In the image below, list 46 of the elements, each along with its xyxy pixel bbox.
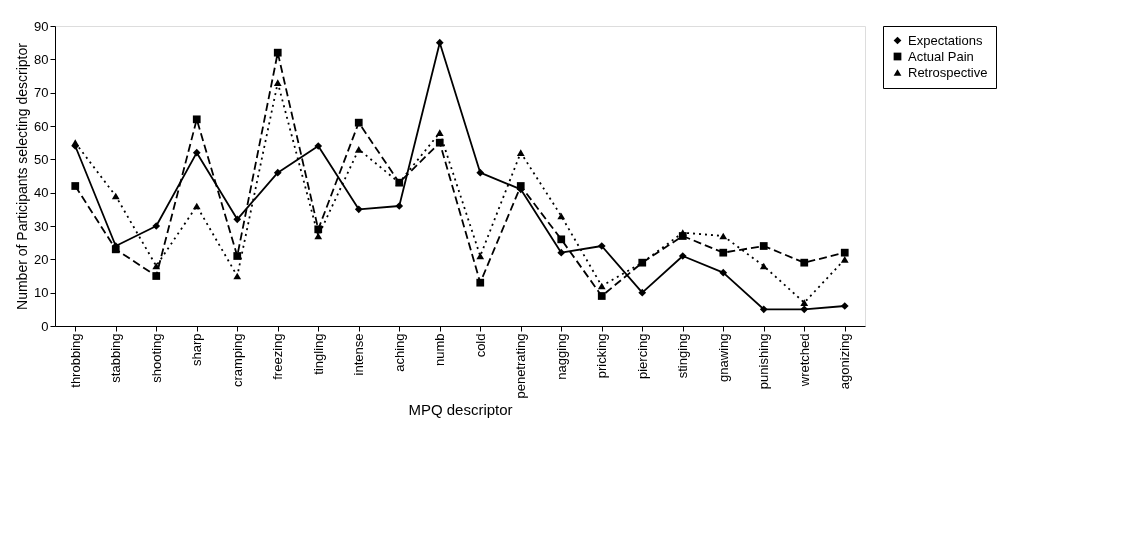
x-tick-label: wretched (796, 333, 812, 388)
x-tick-label: throbbing (67, 333, 83, 388)
point (192, 115, 201, 124)
x-tick-label: shooting (148, 333, 164, 383)
x-tick-label: stabbing (108, 333, 124, 383)
y-tick-label: 40 (34, 185, 49, 201)
legend-label: Retrospective (908, 64, 988, 80)
x-tick-label: agonizing (837, 333, 853, 390)
x-tick-label: intense (351, 333, 367, 376)
x-tick-label: stinging (675, 333, 691, 379)
y-tick-label: 10 (34, 285, 49, 301)
legend-label: Actual Pain (908, 48, 974, 64)
point (840, 255, 849, 263)
point (233, 252, 242, 260)
y-axis-title: Number of Participants selecting descriptor (14, 42, 31, 310)
x-tick-label: nagging (553, 333, 569, 380)
y-tick-label: 70 (34, 85, 49, 101)
x-tick-label: sharp (189, 333, 205, 367)
x-tick-label: penetrating (513, 333, 529, 399)
x-tick-label: cramping (229, 333, 245, 387)
y-tick-label: 60 (34, 118, 49, 134)
point (759, 242, 768, 250)
x-tick-label: numb (432, 333, 448, 367)
point (840, 248, 849, 257)
point (71, 182, 80, 190)
y-tick-label: 50 (34, 151, 49, 167)
x-tick-label: aching (391, 333, 407, 372)
y-tick-label: 90 (34, 18, 49, 34)
x-tick-label: gnawing (715, 333, 731, 382)
x-tick-label: cold (472, 333, 488, 358)
point (800, 299, 809, 307)
legend-label: Expectations (908, 32, 983, 48)
point (273, 48, 282, 57)
point (476, 278, 485, 287)
x-tick-label: pricking (594, 333, 610, 379)
x-tick-label: punishing (756, 333, 772, 390)
point (719, 248, 728, 257)
y-tick-label: 30 (34, 218, 49, 234)
x-tick-label: piercing (634, 333, 650, 380)
y-tick-label: 0 (41, 318, 49, 334)
x-tick-label: tingling (310, 333, 326, 375)
x-axis-title: MPQ descriptor (408, 400, 513, 418)
x-tick-label: freezing (270, 333, 286, 380)
y-tick-label: 20 (34, 251, 49, 267)
point (800, 258, 809, 267)
y-tick-label: 80 (34, 51, 49, 67)
